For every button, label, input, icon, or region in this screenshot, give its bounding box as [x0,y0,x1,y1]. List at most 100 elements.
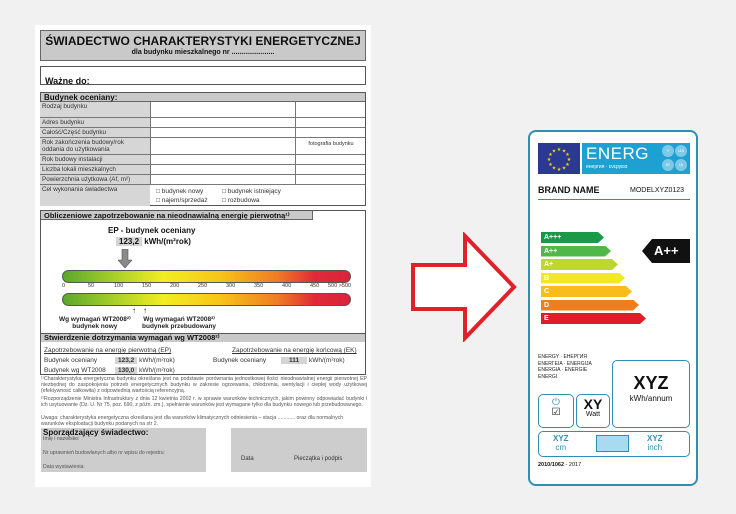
row-label: Rok zakończenia budowy/rok oddania do uż… [40,138,150,154]
footnote-1: ¹⁾Charakterystyka energetyczna budynku o… [41,376,367,395]
tick: 500 >500 [328,283,352,289]
svg-text:★: ★ [548,152,553,158]
ep-unit: kWh/(m²rok) [144,237,191,246]
ek-row-value: 111 [281,357,308,364]
ep-row-value: 123,2 [115,357,138,364]
row-value[interactable] [150,118,296,127]
checkbox-icon: ☑ [551,407,561,418]
ep-row-label: Budynek wg WT2008 [44,367,106,374]
marker-rebuilt-arrow-icon: ↑ [143,306,147,315]
eu-flag-icon: ★ ★ ★ ★ ★ ★ ★ ★ ★ ★ ★ ★ [538,143,580,174]
tick: 50 [88,283,95,289]
svg-text:★: ★ [565,152,570,158]
name-field[interactable]: Imię i nazwisko: [43,436,80,442]
energy-class-bar: C [541,286,632,297]
consumption-value: XYZ [633,373,669,393]
row-value[interactable] [150,175,296,184]
tick: 400 [282,283,292,289]
consumption-box: XYZ kWh/annum [612,360,690,428]
size-inch: XYZ inch [647,434,663,452]
ep-value: 123,2 [116,237,143,246]
ep-row-unit: kWh/(m²rok) [139,357,175,364]
option-extension[interactable]: □ rozbudowa [222,197,260,204]
row-value[interactable] [150,155,296,164]
energy-certificate-document: ŚWIADECTWO CHARAKTERYSTYKI ENERGETYCZNEJ… [35,25,371,487]
climate-note: Uwaga: charakterystyka energetyczna okre… [41,415,344,428]
energy-class-bar: B [541,273,625,284]
marker-rebuilt-label: Wg wymagań WT2008²⁾ budynek przebudowany [142,316,217,330]
ep-row-unit: kWh/(m²rok) [139,367,175,374]
row-label: Adres budynku [40,118,150,127]
power-icon: ⏻ [552,397,560,408]
lang-circle: IJA [675,145,687,157]
row-value[interactable] [150,128,296,137]
ep-heading: Zapotrzebowanie na energię pierwotną (EP… [44,347,172,354]
svg-text:★: ★ [547,157,552,163]
size-cm: XYZ cm [553,434,569,452]
compliance-section: Stwierdzenie dotrzymania wymagań wg WT20… [40,333,366,375]
lang-circle: Y [662,145,674,157]
row-label: Całość/Część budynku [40,128,150,137]
power-box: XY Watt [576,394,610,428]
energy-scale-bar [62,270,351,283]
row-label: Rok budowy instalacji [40,155,150,164]
option-existing-building[interactable]: □ budynek istniejący [222,188,281,195]
ep-value-row: 123,2 kWh/(m²rok) [116,237,191,246]
svg-text:★: ★ [562,166,567,172]
tick: 350 [254,283,264,289]
tick: 200 [170,283,180,289]
row-value[interactable] [150,138,296,154]
ek-heading: Zapotrzebowanie na energię końcową (EK) [232,347,357,354]
stamp-label: Pieczątka i podpis [294,456,343,462]
svg-text:★: ★ [552,149,557,155]
eu-energy-label: ★ ★ ★ ★ ★ ★ ★ ★ ★ ★ ★ ★ ENERG енергия · ενεργεια Y … [528,130,698,486]
tv-screen-icon [596,435,629,452]
row-label: Cel wykonania świadectwa [40,185,150,206]
prepared-by-title: Sporządzający świadectwo: [43,428,149,437]
issue-date-field[interactable]: Data wystawienia: [43,464,85,470]
ep-row-label: Budynek oceniany [44,357,98,364]
row-label: Rodzaj budynku [40,102,150,117]
screen-size-box: XYZ cm XYZ inch [538,431,690,457]
tick: 450 [310,283,320,289]
energy-class-bar: E [541,313,646,324]
row-label: Liczba lokali mieszkalnych [40,165,150,174]
consumption-unit: kWh/annum [629,394,673,403]
divider [538,199,690,200]
tick: 100 [114,283,124,289]
building-section-title: Budynek oceniany: [41,93,365,102]
option-rent-sale[interactable]: □ najem/sprzedaż [156,197,208,204]
marker-new-label: Wg wymagań WT2008²⁾ budynek nowy [59,316,131,330]
power-unit: Watt [585,411,601,418]
lang-circle: IA [675,159,687,171]
ek-row-label: Budynek oceniany [213,357,267,364]
valid-until-label: Ważne do: [45,76,90,86]
power-value: XY [583,396,603,412]
ep-label: EP - budynek oceniany [108,226,196,235]
tick: 300 [226,283,236,289]
certificate-header: ŚWIADECTWO CHARAKTERYSTYKI ENERGETYCZNEJ… [40,30,366,61]
license-field[interactable]: Nr uprawnień budowlanych albo nr wpisu d… [43,450,165,456]
lang-circle: IE [662,159,674,171]
svg-text:★: ★ [548,162,553,168]
footnote-2: ²⁾Rozporządzenie Ministra Infrastruktury… [41,396,367,409]
energ-subtext: енергия · ενεργεια [586,164,628,170]
model-name: MODELXYZ0123 [630,187,685,194]
standby-box: ⏻ ☑ [538,394,574,428]
right-arrow-outline-icon [411,232,517,342]
certificate-title: ŚWIADECTWO CHARAKTERYSTYKI ENERGETYCZNEJ [45,34,361,48]
brand-name: BRAND NAME [538,185,600,195]
svg-text:★: ★ [565,162,570,168]
row-label: Powierzchnia użytkowa (Af, m²) [40,175,150,184]
tick: 150 [142,283,152,289]
compliance-section-title: Stwierdzenie dotrzymania wymagań wg WT20… [41,334,365,342]
svg-text:★: ★ [557,147,562,153]
row-value[interactable] [150,165,296,174]
energy-scale-ticks: 0 50 100 150 200 250 300 350 400 450 500… [62,283,351,293]
demand-section-title: Obliczeniowe zapotrzebowanie na nieodnaw… [41,211,313,220]
option-new-building[interactable]: □ budynek nowy [156,188,204,195]
energy-class-bar: A+++ [541,232,604,243]
svg-text:★: ★ [562,149,567,155]
row-value[interactable] [150,102,296,117]
ep-pointer-arrow-icon [118,249,132,268]
